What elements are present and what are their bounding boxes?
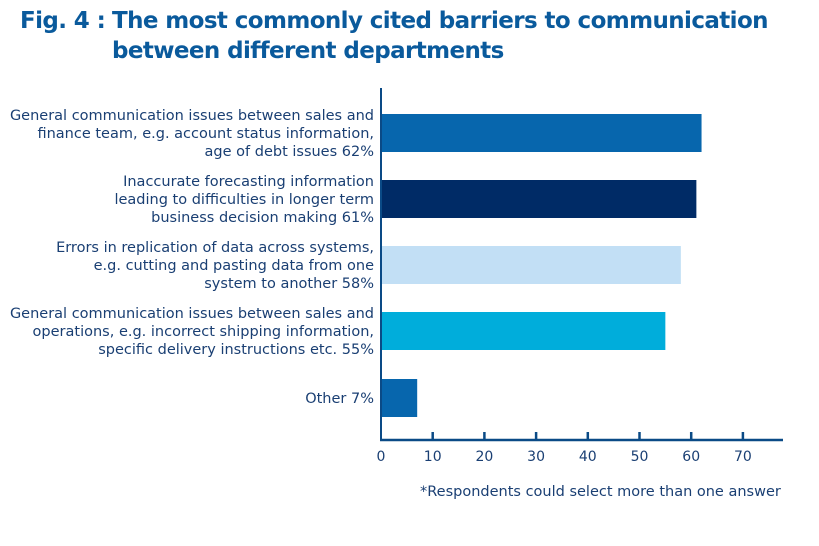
category-label-1-line-2: finance team, e.g. account status inform…	[37, 126, 374, 142]
title-line-2: between different departments	[112, 38, 504, 64]
category-label-1-line-3: age of debt issues 62%	[205, 144, 374, 160]
figure-number: Fig. 4 :	[20, 8, 106, 34]
category-label-5-line-1: Other 7%	[305, 391, 374, 407]
x-tick-label-30: 30	[527, 449, 545, 465]
bar-5	[381, 379, 418, 417]
x-tick-label-60: 60	[682, 449, 700, 465]
category-label-4-line-1: General communication issues between sal…	[10, 306, 374, 322]
category-label-1-line-1: General communication issues between sal…	[10, 108, 374, 124]
bar-4	[381, 312, 666, 350]
category-label-2-line-2: leading to difficulties in longer term	[114, 192, 374, 208]
x-tick-label-70: 70	[734, 449, 752, 465]
category-label-4-line-3: specific delivery instructions etc. 55%	[98, 342, 374, 358]
bar-3	[381, 246, 681, 284]
category-label-3-line-1: Errors in replication of data across sys…	[56, 240, 374, 256]
bar-2	[381, 180, 697, 218]
footnote: *Respondents could select more than one …	[420, 484, 781, 500]
category-label-2-line-3: business decision making 61%	[151, 210, 374, 226]
bar-1	[381, 114, 702, 152]
title-line-1: The most commonly cited barriers to comm…	[112, 8, 769, 34]
category-label-3-line-2: e.g. cutting and pasting data from one	[94, 258, 374, 274]
category-label-3-line-3: system to another 58%	[204, 276, 374, 292]
chart-title: Fig. 4 : The most commonly cited barriers…	[20, 6, 769, 66]
x-tick-label-10: 10	[424, 449, 442, 465]
x-tick-label-0: 0	[377, 449, 386, 465]
x-tick-label-40: 40	[579, 449, 597, 465]
x-tick-label-20: 20	[475, 449, 493, 465]
x-tick-label-50: 50	[631, 449, 649, 465]
category-label-2-line-1: Inaccurate forecasting information	[123, 174, 374, 190]
category-label-4-line-2: operations, e.g. incorrect shipping info…	[33, 324, 374, 340]
